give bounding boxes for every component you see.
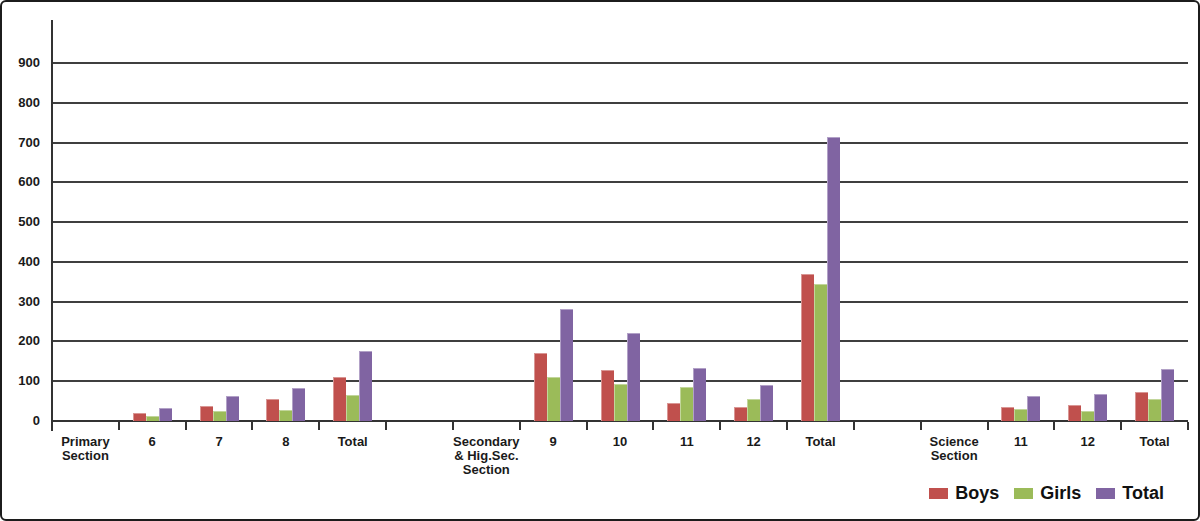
x-axis-tick — [118, 422, 120, 430]
bar-total — [827, 137, 840, 421]
bar-girls — [279, 410, 292, 421]
gridline-400 — [52, 261, 1188, 263]
y-axis-tick-label: 900 — [2, 55, 40, 71]
bar-girls — [213, 411, 226, 421]
bar-total — [627, 333, 640, 421]
bar-boys — [667, 403, 680, 421]
bar-boys — [534, 353, 547, 421]
x-axis-category-label: Total — [1104, 435, 1200, 449]
bar-total — [159, 408, 172, 421]
legend-label-total: Total — [1122, 483, 1164, 503]
legend-item-boys: Boys — [929, 483, 999, 503]
bar-boys — [200, 406, 213, 421]
bar-total — [1161, 369, 1174, 421]
bar-girls — [747, 399, 760, 421]
y-axis-line — [51, 20, 53, 431]
x-axis-tick — [652, 422, 654, 430]
gridline-800 — [52, 102, 1188, 104]
x-axis-tick — [185, 422, 187, 430]
x-axis-tick — [318, 422, 320, 430]
y-axis-tick-label: 600 — [2, 174, 40, 190]
y-axis-tick-label: 400 — [2, 254, 40, 270]
bar-total — [1094, 394, 1107, 421]
bar-total — [760, 385, 773, 421]
bar-girls — [1148, 399, 1161, 421]
bar-girls — [680, 387, 693, 421]
x-axis-tick — [853, 422, 855, 430]
gridline-600 — [52, 181, 1188, 183]
y-axis-tick-label: 300 — [2, 294, 40, 310]
gridline-700 — [52, 142, 1188, 144]
x-axis-tick — [1187, 422, 1189, 430]
y-axis-tick-label: 200 — [2, 333, 40, 349]
bar-total — [693, 368, 706, 421]
x-axis-category-label: Total — [770, 435, 870, 449]
y-axis-tick-label: 700 — [2, 135, 40, 151]
bar-girls — [346, 395, 359, 421]
bar-total — [560, 309, 573, 421]
legend-swatch-boys — [929, 488, 948, 499]
x-axis-tick — [987, 422, 989, 430]
x-axis-tick — [1053, 422, 1055, 430]
bar-girls — [814, 284, 827, 421]
gridline-500 — [52, 221, 1188, 223]
bar-total — [292, 388, 305, 421]
x-axis-tick — [452, 422, 454, 430]
bar-total — [359, 351, 372, 421]
bar-boys — [333, 377, 346, 421]
x-axis-tick — [385, 422, 387, 430]
legend-item-girls: Girls — [1014, 483, 1081, 503]
x-axis-tick — [920, 422, 922, 430]
bar-boys — [266, 399, 279, 421]
legend-swatch-girls — [1014, 488, 1033, 499]
bar-girls — [146, 416, 159, 421]
bar-boys — [1068, 405, 1081, 421]
legend-item-total: Total — [1096, 483, 1164, 503]
legend-swatch-total — [1096, 488, 1115, 499]
gridline-900 — [52, 62, 1188, 64]
gridline-100 — [52, 380, 1188, 382]
x-axis-tick — [1120, 422, 1122, 430]
x-axis-tick — [719, 422, 721, 430]
bar-boys — [734, 407, 747, 421]
legend-label-girls: Girls — [1040, 483, 1081, 503]
bar-boys — [801, 274, 814, 421]
y-axis-tick-label: 500 — [2, 214, 40, 230]
bar-total — [226, 396, 239, 421]
bar-girls — [1014, 409, 1027, 421]
x-axis-tick — [519, 422, 521, 430]
chart-canvas: 0100200300400500600700800900Primary Sect… — [0, 0, 1200, 521]
x-axis-category-label: Total — [303, 435, 403, 449]
bar-boys — [1135, 392, 1148, 421]
y-axis-tick-label: 100 — [2, 373, 40, 389]
x-axis-tick — [251, 422, 253, 430]
x-axis-tick — [786, 422, 788, 430]
x-axis-tick — [586, 422, 588, 430]
y-axis-tick-label: 0 — [2, 413, 40, 429]
bar-boys — [1001, 407, 1014, 421]
bar-girls — [614, 384, 627, 421]
plot-area: 0100200300400500600700800900Primary Sect… — [2, 2, 1198, 519]
bar-girls — [1081, 411, 1094, 421]
bar-boys — [601, 370, 614, 421]
gridline-300 — [52, 301, 1188, 303]
bar-total — [1027, 396, 1040, 421]
bar-boys — [133, 413, 146, 421]
gridline-200 — [52, 340, 1188, 342]
legend-label-boys: Boys — [955, 483, 999, 503]
legend: Boys Girls Total — [929, 479, 1164, 507]
bar-girls — [547, 377, 560, 421]
y-axis-tick-label: 800 — [2, 95, 40, 111]
